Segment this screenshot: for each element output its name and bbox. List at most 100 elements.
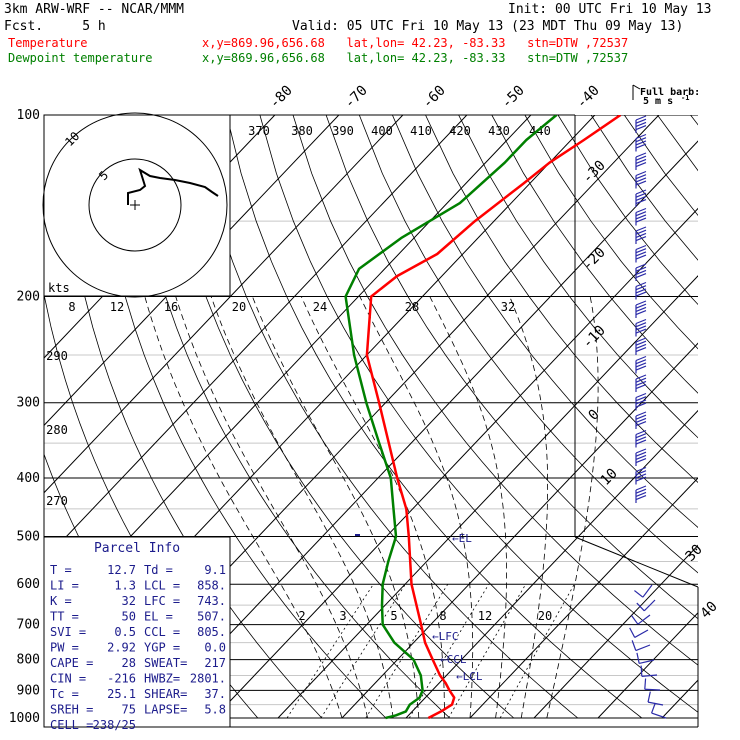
wind-barb-flag bbox=[635, 115, 647, 121]
parcel-param-value: 805. bbox=[197, 625, 226, 639]
wind-barb-flag bbox=[635, 325, 647, 331]
isotherm-label: -70 bbox=[342, 83, 371, 112]
wind-barb-staff bbox=[641, 674, 658, 677]
dry-adiabat-line bbox=[160, 115, 515, 719]
wind-barb-flag bbox=[635, 143, 647, 149]
parcel-param-value: 25.1 bbox=[107, 687, 136, 701]
dewpoint-profile bbox=[344, 115, 558, 720]
wind-barb-flag bbox=[635, 355, 647, 362]
wind-barb-flag bbox=[635, 396, 647, 402]
wind-barb-flag bbox=[635, 399, 647, 405]
wind-barb-flag bbox=[635, 448, 647, 454]
wind-barb-flag bbox=[635, 195, 647, 201]
wind-barb-flag bbox=[635, 343, 647, 349]
wind-barb-flag bbox=[635, 458, 647, 464]
lcl-marker: ←LCL bbox=[456, 670, 483, 683]
parcel-param-label: SWEAT= bbox=[144, 656, 187, 670]
mixing-ratio-line bbox=[320, 583, 406, 719]
theta-label: 370 bbox=[248, 124, 270, 138]
temperature-profile bbox=[365, 115, 622, 720]
moist-adiabat-line bbox=[546, 296, 599, 719]
isotherm-line bbox=[44, 115, 340, 427]
theta-label: 390 bbox=[332, 124, 354, 138]
wind-barb-flag bbox=[635, 454, 647, 460]
barb-legend: Full barb:5 m s -1 bbox=[632, 84, 700, 107]
dry-adiabat-line bbox=[392, 115, 698, 528]
isotherm-line bbox=[405, 409, 698, 719]
wind-barb-flag bbox=[635, 140, 647, 146]
legend-dewpoint-label: Dewpoint temperature bbox=[8, 51, 153, 65]
pressure-label: 500 bbox=[17, 529, 40, 544]
parcel-param-value: -216 bbox=[107, 672, 136, 686]
wind-barb-flag bbox=[635, 152, 647, 158]
wind-barb-flag bbox=[635, 411, 647, 417]
parcel-param-label: SHEAR= bbox=[144, 687, 187, 701]
wind-barb-flag bbox=[635, 470, 647, 476]
forecast-hour: Fcst. 5 h bbox=[4, 19, 106, 34]
wind-barb-flag bbox=[635, 384, 647, 390]
parcel-param-value: 2801. bbox=[190, 672, 226, 686]
dry-adiabat-line bbox=[491, 115, 698, 394]
parcel-param-label: CIN = bbox=[50, 672, 86, 686]
wind-barb-flag bbox=[635, 380, 647, 386]
wind-barb-flag bbox=[635, 374, 647, 380]
parcel-param-value: 0.5 bbox=[114, 625, 136, 639]
wind-barb-flag bbox=[635, 281, 647, 288]
mixing-ratio-line bbox=[365, 583, 449, 719]
wind-barb-flag bbox=[635, 318, 647, 325]
wind-barb-staff bbox=[643, 599, 656, 612]
wind-barb-flag bbox=[635, 421, 647, 427]
moist-adiabat-line bbox=[509, 296, 548, 719]
model-title: 3km ARW-WRF -- NCAR/MMM bbox=[4, 2, 185, 17]
pressure-label: 200 bbox=[17, 290, 40, 305]
wind-barb-flag bbox=[635, 414, 647, 420]
wind-barb-flag bbox=[635, 491, 647, 497]
wind-barb-flag bbox=[635, 340, 647, 346]
speed-scale-label: 24 bbox=[313, 300, 327, 314]
wind-barb-flag bbox=[635, 436, 647, 442]
valid-time: Valid: 05 UTC Fri 10 May 13 (23 MDT Thu … bbox=[292, 19, 684, 34]
wind-barb-flag bbox=[635, 266, 647, 272]
wind-barb-flag bbox=[635, 291, 647, 297]
mixing-ratio-line bbox=[499, 584, 575, 719]
parcel-param-label: Tc = bbox=[50, 687, 79, 701]
dry-adiabat-line bbox=[524, 115, 698, 350]
parcel-info-panel: Parcel Info T = 12.7 Td = 9.1 LI = 1.3 LCL = 858… bbox=[43, 536, 231, 732]
hodograph-trace bbox=[127, 167, 219, 205]
parcel-box-background bbox=[43, 536, 231, 728]
wind-barb-staff bbox=[635, 644, 651, 652]
wind-barb-flag bbox=[635, 288, 647, 294]
isotherm-label: -80 bbox=[267, 83, 296, 112]
wind-barb-flag bbox=[635, 269, 647, 275]
wind-barb-staff bbox=[651, 712, 667, 719]
wind-barb-staff bbox=[637, 614, 651, 625]
dry-adiabat-line bbox=[325, 115, 698, 620]
moist-adiabat-line bbox=[144, 296, 343, 719]
isotherm-line bbox=[44, 115, 404, 494]
isotherm-line bbox=[277, 275, 698, 719]
speed-scale-label: 20 bbox=[232, 300, 246, 314]
pressure-label: 400 bbox=[17, 471, 40, 486]
wind-barb-flag bbox=[631, 615, 639, 625]
dry-adiabat-line bbox=[226, 115, 643, 719]
wind-barb-flag bbox=[629, 627, 636, 638]
parcel-param-value: 2.92 bbox=[107, 641, 136, 655]
wind-barb-flag bbox=[635, 417, 647, 423]
theta-label: 430 bbox=[488, 124, 510, 138]
init-time: Init: 00 UTC Fri 10 May 13 bbox=[508, 2, 712, 17]
parcel-param-label: Td = bbox=[144, 563, 173, 577]
wind-barb-flag bbox=[635, 392, 647, 399]
parcel-param-value: 238/25 bbox=[93, 718, 136, 732]
wind-barb-flag bbox=[635, 429, 647, 436]
wind-barb-staff bbox=[639, 659, 655, 665]
ccl-marker: ←CCL bbox=[440, 653, 467, 666]
wind-barb-flag bbox=[635, 199, 647, 205]
wind-barb-flag bbox=[635, 322, 647, 328]
barb-legend-value: 5 m s bbox=[643, 96, 673, 107]
mixing-ratio-label: 5 bbox=[390, 609, 397, 623]
parcel-param-label: LFC = bbox=[144, 594, 180, 608]
isotherm-label: -20 bbox=[580, 245, 609, 274]
barb-legend-flag bbox=[632, 84, 641, 90]
wind-barb-flag bbox=[635, 192, 647, 198]
wind-barb-flag bbox=[635, 125, 647, 131]
